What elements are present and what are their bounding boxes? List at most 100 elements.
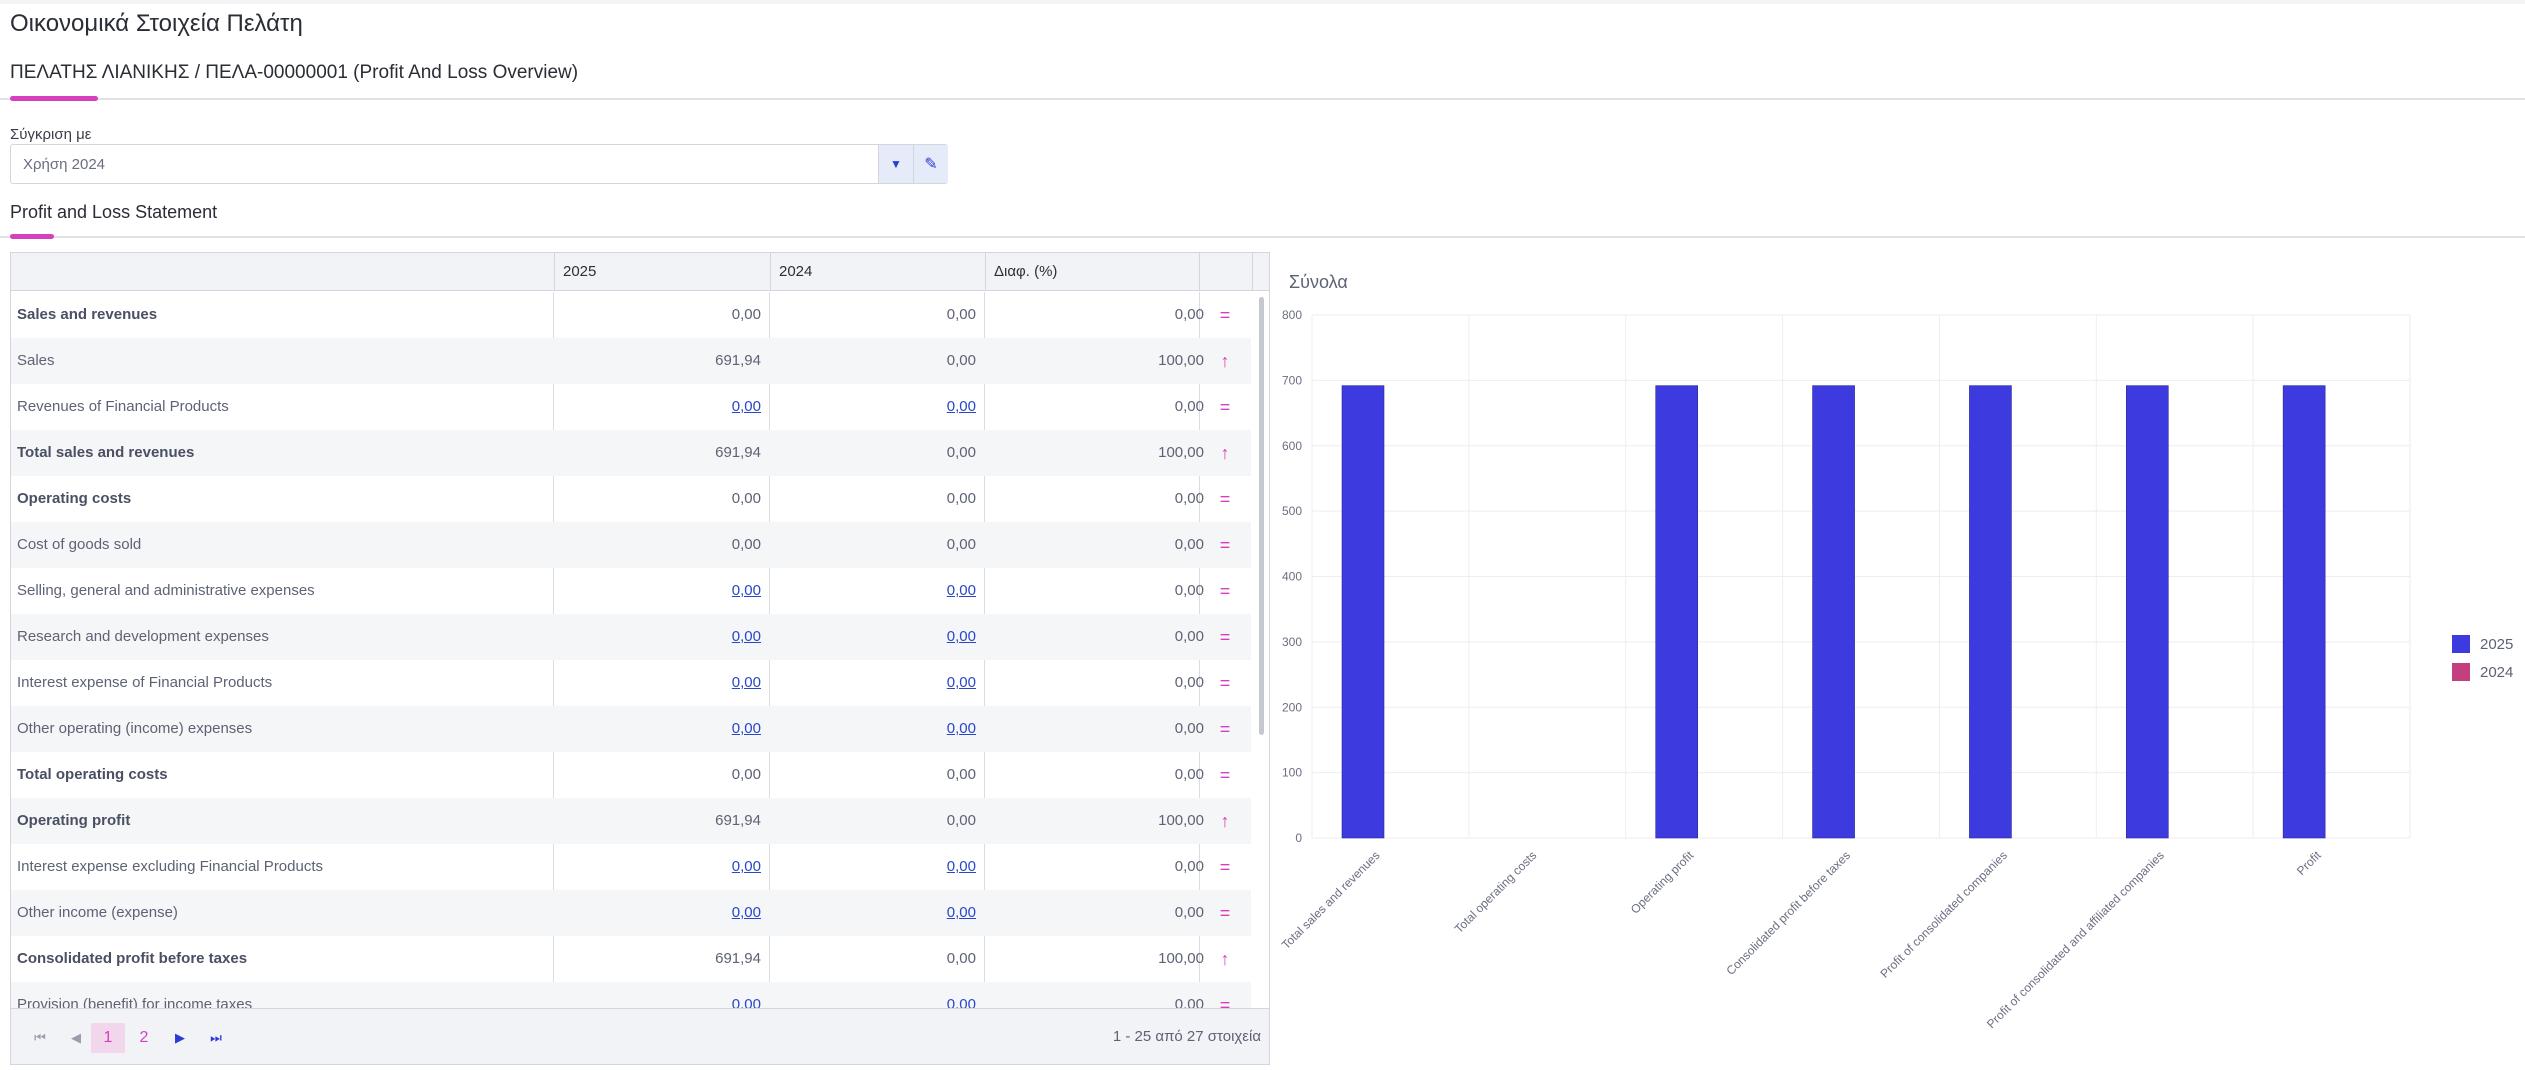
equal-icon-text: =: [1219, 903, 1231, 923]
bar-2025-0[interactable]: [1341, 385, 1385, 839]
table-row[interactable]: Total operating costs 0,00 0,00 0,00 =: [11, 752, 1251, 798]
value-diff: 0,00: [985, 982, 1204, 1008]
table-row[interactable]: Cost of goods sold 0,00 0,00 0,00 =: [11, 522, 1251, 568]
value-2025-text[interactable]: 0,00: [731, 628, 761, 645]
value-diff-text: 0,00: [1174, 674, 1204, 691]
value-2024-text[interactable]: 0,00: [946, 582, 976, 599]
section-divider: [0, 236, 2525, 238]
value-2024[interactable]: 0,00: [770, 660, 976, 706]
equal-icon: =: [1199, 614, 1251, 660]
equal-icon: =: [1199, 568, 1251, 614]
header-2024[interactable]: 2024: [770, 253, 985, 291]
table-scrollbar[interactable]: [1259, 297, 1264, 735]
row-label-text: Total sales and revenues: [17, 444, 195, 461]
value-2025[interactable]: 0,00: [554, 890, 761, 936]
value-diff-text: 0,00: [1174, 996, 1204, 1008]
value-2025[interactable]: 0,00: [554, 982, 761, 1008]
value-2025-text[interactable]: 0,00: [731, 674, 761, 691]
value-2024[interactable]: 0,00: [770, 982, 976, 1008]
value-diff: 100,00: [985, 430, 1204, 476]
bar-2025-6[interactable]: [2282, 385, 2326, 839]
table-row[interactable]: Interest expense of Financial Products 0,…: [11, 660, 1251, 706]
bar-2025-5[interactable]: [2125, 385, 2169, 839]
value-2024-text[interactable]: 0,00: [946, 996, 976, 1008]
x-tick-label: Consolidated profit before taxes: [1723, 848, 1853, 978]
x-tick-label: Operating profit: [1628, 848, 1697, 917]
compare-dropdown[interactable]: Χρήση 2024 ▼ ✎: [10, 144, 948, 184]
row-label: Provision (benefit) for income taxes: [17, 982, 557, 1008]
header-2025[interactable]: 2025: [554, 253, 770, 291]
last-page-icon[interactable]: ⏭: [210, 1030, 222, 1045]
table-row[interactable]: Selling, general and administrative expe…: [11, 568, 1251, 614]
table-row[interactable]: Total sales and revenues 691,94 0,00 100,00…: [11, 430, 1251, 476]
table-row[interactable]: Research and development expenses 0,00 0,0…: [11, 614, 1251, 660]
prev-page-icon[interactable]: ◀: [71, 1030, 81, 1045]
page-2-button[interactable]: 2: [139, 1029, 149, 1046]
table-row[interactable]: Other income (expense) 0,00 0,00 0,00 =: [11, 890, 1251, 936]
first-page-icon[interactable]: ⏮: [34, 1030, 46, 1045]
y-tick-label: 100: [1282, 766, 1302, 780]
value-2025-text[interactable]: 0,00: [731, 720, 761, 737]
table-row[interactable]: Operating profit 691,94 0,00 100,00 ↑: [11, 798, 1251, 844]
value-2024-text[interactable]: 0,00: [946, 628, 976, 645]
value-diff: 0,00: [985, 476, 1204, 522]
value-2025-text[interactable]: 0,00: [731, 904, 761, 921]
value-2024[interactable]: 0,00: [770, 890, 976, 936]
equal-icon-text: =: [1219, 719, 1231, 739]
value-2024-text[interactable]: 0,00: [946, 720, 976, 737]
value-diff-text: 0,00: [1174, 904, 1204, 921]
table-row[interactable]: Operating costs 0,00 0,00 0,00 =: [11, 476, 1251, 522]
value-2024-text[interactable]: 0,00: [946, 858, 976, 875]
value-diff: 0,00: [985, 844, 1204, 890]
chevron-down-icon[interactable]: ▼: [878, 145, 913, 183]
page-1-button[interactable]: 1: [91, 1023, 125, 1053]
value-2025[interactable]: 0,00: [554, 706, 761, 752]
value-2024-text[interactable]: 0,00: [946, 398, 976, 415]
value-2025-text[interactable]: 0,00: [731, 858, 761, 875]
bar-2025-4[interactable]: [1969, 385, 2012, 839]
next-page-icon[interactable]: ▶: [175, 1030, 185, 1045]
value-2025[interactable]: 0,00: [554, 384, 761, 430]
header-label[interactable]: [11, 253, 554, 291]
value-2025[interactable]: 0,00: [554, 844, 761, 890]
value-2025-text[interactable]: 0,00: [731, 996, 761, 1008]
table-row[interactable]: Revenues of Financial Products 0,00 0,00 0,…: [11, 384, 1251, 430]
table-row[interactable]: Provision (benefit) for income taxes 0,00…: [11, 982, 1251, 1008]
header-diff[interactable]: Διαφ. (%): [985, 253, 1199, 291]
pencil-icon[interactable]: ✎: [913, 145, 948, 183]
value-2025[interactable]: 0,00: [554, 568, 761, 614]
legend-item[interactable]: 2024: [2452, 658, 2513, 686]
table-row[interactable]: Sales and revenues 0,00 0,00 0,00 =: [11, 292, 1251, 338]
table-row[interactable]: Interest expense excluding Financial Pro…: [11, 844, 1251, 890]
equal-icon-text: =: [1219, 397, 1231, 417]
y-tick-label: 400: [1282, 570, 1302, 584]
value-2024[interactable]: 0,00: [770, 706, 976, 752]
value-2024: 0,00: [770, 936, 976, 982]
value-2025-text[interactable]: 0,00: [731, 398, 761, 415]
row-label-text: Interest expense excluding Financial Pro…: [17, 858, 324, 875]
value-2025-text[interactable]: 0,00: [731, 582, 761, 599]
equal-icon: =: [1199, 660, 1251, 706]
value-2024[interactable]: 0,00: [770, 384, 976, 430]
table-row[interactable]: Consolidated profit before taxes 691,94 0,…: [11, 936, 1251, 982]
value-2024-text[interactable]: 0,00: [946, 904, 976, 921]
equal-icon-text: =: [1219, 673, 1231, 693]
value-2024[interactable]: 0,00: [770, 844, 976, 890]
value-2025-text: 0,00: [731, 490, 761, 507]
customer-tab[interactable]: ΠΕΛΑΤΗΣ ΛΙΑΝΙΚΗΣ / ΠΕΛΑ-00000001 (Profit…: [10, 62, 579, 83]
value-2024[interactable]: 0,00: [770, 568, 976, 614]
arrow-up-icon: ↑: [1199, 430, 1251, 476]
value-2024[interactable]: 0,00: [770, 614, 976, 660]
bar-2025-3[interactable]: [1812, 385, 1855, 839]
value-2025[interactable]: 0,00: [554, 614, 761, 660]
table-row[interactable]: Other operating (income) expenses 0,00 0,0…: [11, 706, 1251, 752]
table-row[interactable]: Sales 691,94 0,00 100,00 ↑: [11, 338, 1251, 384]
y-tick-label: 200: [1282, 700, 1302, 714]
value-2024-text[interactable]: 0,00: [946, 674, 976, 691]
x-tick-label: Total sales and revenues: [1279, 848, 1383, 952]
bar-2025-2[interactable]: [1655, 385, 1699, 839]
value-2025[interactable]: 0,00: [554, 660, 761, 706]
value-2025: 691,94: [554, 798, 761, 844]
row-label-text: Revenues of Financial Products: [17, 398, 229, 415]
legend-item[interactable]: 2025: [2452, 630, 2513, 658]
